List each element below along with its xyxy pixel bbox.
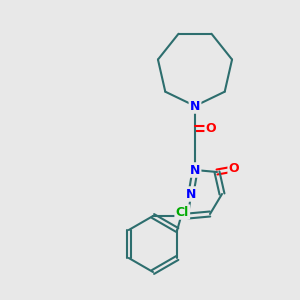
- Text: Cl: Cl: [176, 206, 189, 218]
- Text: N: N: [190, 164, 200, 176]
- Text: N: N: [190, 100, 200, 112]
- Text: O: O: [206, 122, 216, 134]
- Text: N: N: [186, 188, 196, 200]
- Text: O: O: [229, 163, 239, 176]
